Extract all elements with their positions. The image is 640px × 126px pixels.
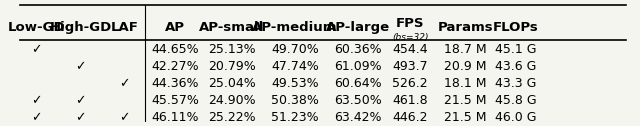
Text: 18.7 M: 18.7 M <box>444 43 486 56</box>
Text: 44.65%: 44.65% <box>151 43 199 56</box>
Text: ✓: ✓ <box>75 60 86 73</box>
Text: 46.0 G: 46.0 G <box>495 111 536 124</box>
Text: 47.74%: 47.74% <box>271 60 319 73</box>
Text: 45.1 G: 45.1 G <box>495 43 536 56</box>
Text: 46.11%: 46.11% <box>151 111 199 124</box>
Text: 25.04%: 25.04% <box>208 77 255 90</box>
Text: ✓: ✓ <box>119 77 130 90</box>
Text: 446.2: 446.2 <box>392 111 428 124</box>
Text: 45.8 G: 45.8 G <box>495 94 536 107</box>
Text: ✓: ✓ <box>31 94 42 107</box>
Text: 44.36%: 44.36% <box>151 77 199 90</box>
Text: Params: Params <box>437 21 493 34</box>
Text: 25.13%: 25.13% <box>208 43 255 56</box>
Text: 461.8: 461.8 <box>392 94 428 107</box>
Text: 50.38%: 50.38% <box>271 94 319 107</box>
Text: 526.2: 526.2 <box>392 77 428 90</box>
Text: 49.53%: 49.53% <box>271 77 319 90</box>
Text: ✓: ✓ <box>31 43 42 56</box>
Text: 493.7: 493.7 <box>392 60 428 73</box>
Text: 61.09%: 61.09% <box>334 60 381 73</box>
Text: 454.4: 454.4 <box>392 43 428 56</box>
Text: ✓: ✓ <box>31 111 42 124</box>
Text: 45.57%: 45.57% <box>151 94 199 107</box>
Text: AP-small: AP-small <box>199 21 264 34</box>
Text: 43.3 G: 43.3 G <box>495 77 536 90</box>
Text: LAF: LAF <box>111 21 138 34</box>
Text: High-GD: High-GD <box>49 21 111 34</box>
Text: 24.90%: 24.90% <box>208 94 255 107</box>
Text: 63.42%: 63.42% <box>334 111 381 124</box>
Text: FPS: FPS <box>396 17 424 30</box>
Text: Low-GD: Low-GD <box>8 21 65 34</box>
Text: AP-medium: AP-medium <box>252 21 338 34</box>
Text: AP: AP <box>165 21 185 34</box>
Text: (bs=32): (bs=32) <box>392 33 429 42</box>
Text: AP-large: AP-large <box>326 21 390 34</box>
Text: 25.22%: 25.22% <box>208 111 255 124</box>
Text: 49.70%: 49.70% <box>271 43 319 56</box>
Text: 21.5 M: 21.5 M <box>444 111 486 124</box>
Text: ✓: ✓ <box>75 94 86 107</box>
Text: FLOPs: FLOPs <box>493 21 538 34</box>
Text: 21.5 M: 21.5 M <box>444 94 486 107</box>
Text: 43.6 G: 43.6 G <box>495 60 536 73</box>
Text: 60.36%: 60.36% <box>334 43 381 56</box>
Text: 42.27%: 42.27% <box>151 60 199 73</box>
Text: 20.9 M: 20.9 M <box>444 60 486 73</box>
Text: 18.1 M: 18.1 M <box>444 77 486 90</box>
Text: ✓: ✓ <box>75 111 86 124</box>
Text: 63.50%: 63.50% <box>334 94 382 107</box>
Text: 20.79%: 20.79% <box>208 60 255 73</box>
Text: ✓: ✓ <box>119 111 130 124</box>
Text: 51.23%: 51.23% <box>271 111 319 124</box>
Text: 60.64%: 60.64% <box>334 77 381 90</box>
